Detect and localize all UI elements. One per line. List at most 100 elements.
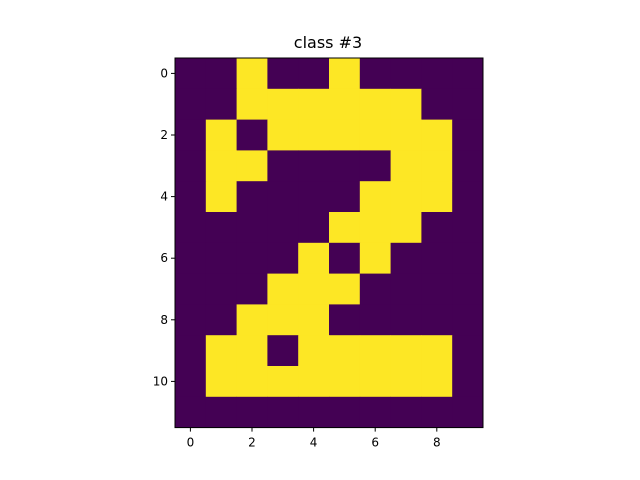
heatmap-cell	[205, 366, 237, 398]
heatmap-cell	[390, 242, 422, 274]
heatmap-cell	[175, 119, 207, 151]
heatmap-cell	[329, 242, 361, 274]
heatmap-cell	[298, 58, 330, 90]
heatmap-cell	[329, 212, 361, 244]
heatmap-cell	[452, 273, 484, 305]
heatmap-cell	[452, 150, 484, 182]
heatmap-cell	[267, 242, 299, 274]
y-tick-label: 0	[160, 66, 168, 80]
heatmap-cell	[452, 88, 484, 120]
heatmap-cell	[205, 212, 237, 244]
heatmap-cell	[205, 396, 237, 428]
heatmap-cell	[390, 366, 422, 398]
heatmap-cell	[390, 88, 422, 120]
heatmap-cell	[452, 58, 484, 90]
heatmap-cell	[175, 150, 207, 182]
x-tick-label: 4	[310, 436, 318, 450]
heatmap-cell	[236, 242, 268, 274]
heatmap-cell	[267, 150, 299, 182]
heatmap-cell	[359, 212, 391, 244]
heatmap-cell	[175, 273, 207, 305]
heatmap-cell	[359, 273, 391, 305]
heatmap-cell	[175, 58, 207, 90]
y-tick-label: 8	[160, 313, 168, 327]
y-tick-label: 4	[160, 190, 168, 204]
heatmap-cell	[236, 119, 268, 151]
heatmap-cell	[175, 242, 207, 274]
heatmap-cell	[236, 366, 268, 398]
heatmap-cell	[329, 335, 361, 367]
heatmap-cell	[205, 150, 237, 182]
heatmap-cell	[329, 273, 361, 305]
heatmap-cell	[236, 181, 268, 213]
y-tick-label: 10	[153, 374, 168, 388]
heatmap-cell	[236, 212, 268, 244]
heatmap-cell	[175, 366, 207, 398]
heatmap-cell	[359, 304, 391, 336]
heatmap-cell	[390, 396, 422, 428]
heatmap-cell	[236, 150, 268, 182]
heatmap-cell	[359, 119, 391, 151]
heatmap-cell	[452, 304, 484, 336]
heatmap-cell	[329, 396, 361, 428]
heatmap-cell	[175, 396, 207, 428]
heatmap-cell	[329, 304, 361, 336]
heatmap-cell	[298, 335, 330, 367]
heatmap-cell	[329, 119, 361, 151]
heatmap-cell	[329, 150, 361, 182]
heatmap-cell	[298, 212, 330, 244]
heatmap-cell	[359, 58, 391, 90]
heatmap-cell	[298, 242, 330, 274]
heatmap-cell	[205, 273, 237, 305]
heatmap-cell	[205, 181, 237, 213]
heatmap-cell	[390, 119, 422, 151]
heatmap-cell	[298, 181, 330, 213]
x-tick-label: 0	[187, 436, 195, 450]
heatmap-cell	[298, 366, 330, 398]
heatmap-cell	[421, 181, 453, 213]
x-tick-label: 6	[371, 436, 379, 450]
heatmap-cell	[329, 58, 361, 90]
x-tick-label: 2	[248, 436, 256, 450]
heatmap-cell	[236, 88, 268, 120]
heatmap-cell	[267, 212, 299, 244]
heatmap-cell	[452, 242, 484, 274]
heatmap-cell	[298, 273, 330, 305]
heatmap-cell	[329, 88, 361, 120]
heatmap-cells	[175, 58, 484, 428]
heatmap-cell	[359, 335, 391, 367]
heatmap-cell	[267, 366, 299, 398]
heatmap-cell	[390, 58, 422, 90]
heatmap-cell	[267, 58, 299, 90]
heatmap-cell	[421, 212, 453, 244]
heatmap-cell	[298, 396, 330, 428]
heatmap-cell	[390, 335, 422, 367]
heatmap-cell	[205, 58, 237, 90]
heatmap-cell	[452, 181, 484, 213]
chart-title: class #3	[294, 33, 362, 52]
heatmap-cell	[359, 396, 391, 428]
heatmap-cell	[205, 119, 237, 151]
heatmap-cell	[421, 304, 453, 336]
heatmap-cell	[298, 150, 330, 182]
heatmap-cell	[390, 304, 422, 336]
heatmap-cell	[390, 181, 422, 213]
heatmap-cell	[175, 181, 207, 213]
heatmap-cell	[267, 119, 299, 151]
y-axis: 0 2 4 6 8 10	[153, 66, 175, 388]
heatmap-cell	[267, 304, 299, 336]
heatmap-cell	[236, 335, 268, 367]
heatmap-cell	[452, 335, 484, 367]
heatmap-cell	[267, 181, 299, 213]
heatmap-cell	[267, 273, 299, 305]
heatmap-cell	[175, 304, 207, 336]
y-tick-label: 2	[160, 128, 168, 142]
heatmap-cell	[359, 88, 391, 120]
heatmap-cell	[390, 212, 422, 244]
heatmap-cell	[205, 304, 237, 336]
heatmap-cell	[421, 335, 453, 367]
x-tick-label: 8	[433, 436, 441, 450]
heatmap-cell	[267, 335, 299, 367]
heatmap-cell	[205, 335, 237, 367]
